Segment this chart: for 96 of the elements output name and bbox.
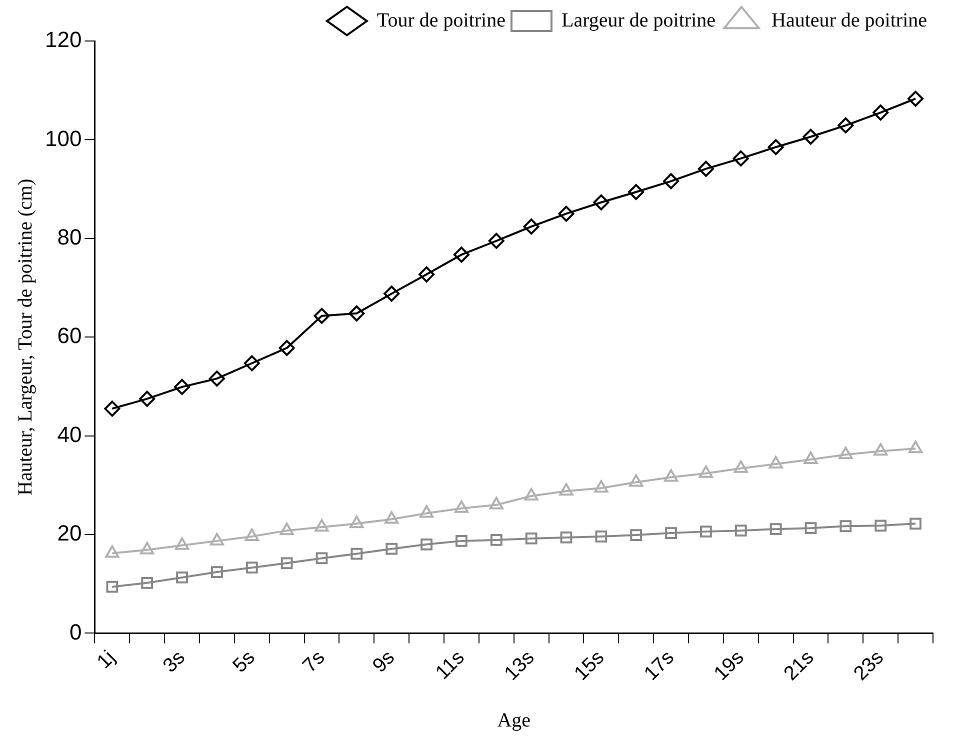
point <box>350 516 364 528</box>
point <box>804 522 817 534</box>
point <box>908 440 923 454</box>
point <box>840 520 852 532</box>
point <box>104 400 120 417</box>
point <box>386 542 398 555</box>
point <box>105 545 120 558</box>
x-tick-label: 23s <box>850 646 888 685</box>
point <box>593 194 610 210</box>
point <box>770 523 782 536</box>
point <box>384 286 400 302</box>
point <box>280 557 293 570</box>
x-tick-label: 13s <box>500 646 539 685</box>
point <box>663 173 680 190</box>
point <box>419 505 434 518</box>
point <box>700 526 712 538</box>
point <box>594 480 608 493</box>
point <box>348 305 365 322</box>
x-tick-label: 21s <box>780 646 818 685</box>
x-tick-label: 19s <box>710 646 748 685</box>
x-tick-label: 15s <box>570 646 609 685</box>
point <box>456 534 468 547</box>
point <box>874 443 888 456</box>
point <box>174 537 190 550</box>
point <box>141 576 154 589</box>
legend-label: Hauteur de poitrine <box>772 9 928 32</box>
point <box>629 474 644 487</box>
y-tick-label: 0 <box>69 619 82 644</box>
point <box>559 483 574 496</box>
point <box>454 500 469 513</box>
point <box>524 488 538 501</box>
point <box>664 469 678 482</box>
y-axis-title: Hauteur, Largeur, Tour de poitrine (cm) <box>14 178 36 496</box>
point <box>314 519 329 532</box>
point <box>874 520 887 532</box>
point <box>140 542 154 554</box>
x-axis-title: Age <box>497 709 531 732</box>
point <box>558 206 574 222</box>
point <box>278 340 295 356</box>
point <box>698 465 714 478</box>
x-tick-label: 1j <box>93 646 120 674</box>
point <box>489 496 504 510</box>
point <box>838 117 854 134</box>
legend-label: Largeur de poitrine <box>561 9 716 32</box>
point <box>453 246 470 263</box>
point <box>176 572 188 584</box>
point <box>488 232 504 249</box>
x-tick-label: 7s <box>298 646 330 678</box>
point <box>246 562 258 574</box>
point <box>211 566 223 578</box>
point <box>210 532 224 546</box>
point <box>908 90 924 107</box>
point <box>280 522 294 536</box>
y-tick-label: 100 <box>44 126 82 151</box>
point <box>174 378 190 395</box>
y-tick-label: 80 <box>57 224 82 250</box>
point <box>244 528 259 541</box>
y-tick-label: 60 <box>57 323 82 348</box>
point <box>734 460 748 473</box>
x-tick-label: 9s <box>368 646 400 678</box>
point <box>768 139 784 156</box>
y-tick-label: 120 <box>44 27 82 52</box>
point <box>420 538 432 550</box>
point <box>525 532 538 544</box>
point <box>314 308 330 324</box>
point <box>872 104 889 121</box>
y-tick-label: 20 <box>57 520 82 546</box>
point <box>768 456 783 468</box>
point <box>350 548 363 560</box>
point <box>734 524 747 537</box>
point <box>139 390 156 407</box>
x-tick-label: 11s <box>432 646 469 684</box>
legend-label: Tour de poitrine <box>376 9 506 32</box>
point <box>910 518 922 530</box>
point <box>316 552 328 564</box>
x-tick-label: 5s <box>228 646 260 678</box>
point <box>560 532 572 544</box>
point <box>595 530 608 542</box>
point <box>106 580 118 593</box>
x-tick-label: 3s <box>158 646 190 678</box>
point <box>838 446 853 460</box>
point <box>384 511 399 524</box>
point <box>490 534 502 546</box>
point <box>804 452 818 464</box>
point <box>523 218 540 235</box>
point <box>665 527 677 539</box>
point <box>732 150 749 166</box>
point <box>802 128 819 145</box>
point <box>698 160 714 177</box>
x-tick-label: 17s <box>640 646 678 685</box>
y-tick-label: 40 <box>57 422 82 447</box>
point <box>628 184 644 200</box>
point <box>630 529 642 541</box>
point <box>244 355 260 372</box>
point <box>208 370 225 387</box>
point <box>418 266 435 282</box>
